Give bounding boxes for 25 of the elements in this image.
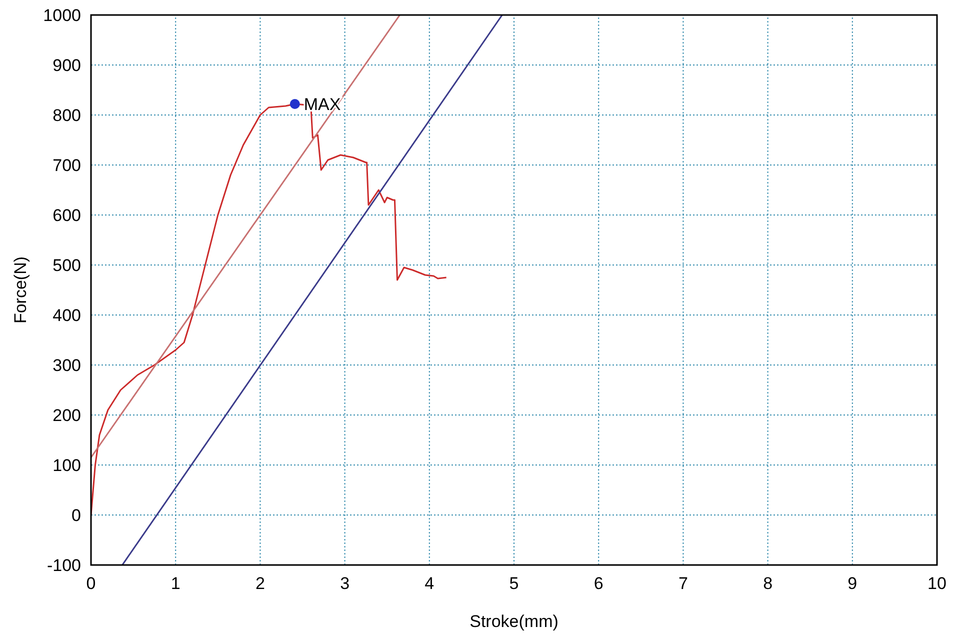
y-tick-label: 700 <box>52 156 81 175</box>
y-tick-label: 300 <box>52 356 81 375</box>
x-tick-label: 2 <box>255 574 265 593</box>
x-axis-title: Stroke(mm) <box>470 612 558 631</box>
x-tick-label: 8 <box>763 574 773 593</box>
x-tick-label: 0 <box>86 574 96 593</box>
y-tick-label: 900 <box>52 56 81 75</box>
y-tick-label: -100 <box>46 556 81 575</box>
y-tick-label: 0 <box>72 506 81 525</box>
x-tick-label: 9 <box>848 574 858 593</box>
y-tick-label: 600 <box>52 206 81 225</box>
y-tick-label: 200 <box>52 406 81 425</box>
y-tick-label: 400 <box>52 306 81 325</box>
y-tick-label: 800 <box>52 106 81 125</box>
x-tick-label: 1 <box>170 574 180 593</box>
x-tick-label: 10 <box>928 574 946 593</box>
y-axis-title: Force(N) <box>11 256 30 324</box>
x-tick-label: 6 <box>594 574 604 593</box>
x-tick-label: 5 <box>509 574 519 593</box>
y-tick-label: 1000 <box>43 6 81 25</box>
y-tick-label: 100 <box>52 456 81 475</box>
x-tick-label: 7 <box>678 574 688 593</box>
x-tick-label: 4 <box>424 574 434 593</box>
y-tick-label: 500 <box>52 256 81 275</box>
x-tick-label: 3 <box>340 574 350 593</box>
